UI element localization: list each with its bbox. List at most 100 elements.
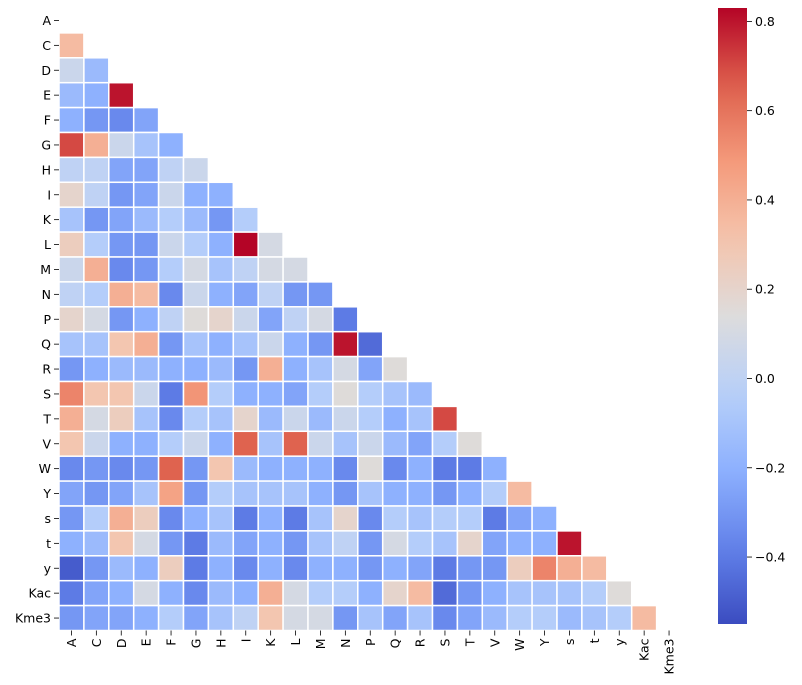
heatmap-cell-R-K [257,355,284,383]
heatmap-cell-H-F [157,156,185,184]
heatmap-cell-P-I [232,306,259,333]
heatmap-cell-S-A [58,380,85,408]
heatmap-cell-Kme3-I [232,604,259,632]
heatmap-cell-P-D [108,306,135,333]
heatmap-cell-Kac-M [307,579,334,607]
heatmap-cell-M-I [232,256,259,283]
heatmap-cell-L-A [58,231,85,258]
colorbar-tick-label: 0.8 [755,14,775,29]
x-tick-label-Y: Y [537,638,552,647]
heatmap-cell-y-G [182,555,210,582]
heatmap-cell-M-D [108,256,135,283]
x-tick-label-P: P [363,638,378,646]
heatmap-cell-C-A [58,32,85,59]
heatmap-cell-W-S [431,455,459,482]
x-tick-label-S: S [437,638,452,646]
heatmap-cell-I-D [108,181,135,208]
heatmap-cell-t-R [406,530,434,557]
heatmap-cell-R-H [207,355,235,383]
heatmap-cell-W-R [406,455,434,482]
y-tick-label-s: s [44,511,51,526]
heatmap-cell-Q-N [332,330,359,358]
heatmap-cell-S-H [207,380,235,408]
x-tick-label-L: L [288,638,303,645]
heatmap-cell-Kac-W [506,579,533,607]
heatmap-cell-Kac-N [332,579,359,607]
heatmap-cell-y-s [556,555,583,582]
heatmap-cell-Q-F [157,330,185,358]
x-tick-label-V: V [487,638,502,647]
heatmap-cell-Kac-G [182,579,210,607]
heatmap-cell-s-N [332,505,359,532]
heatmap-cell-H-E [132,156,160,184]
heatmap-cell-N-F [157,281,185,308]
heatmap-cell-t-W [506,530,533,557]
heatmap-cell-Y-N [332,480,359,507]
heatmap-cell-y-I [232,555,259,582]
heatmap-cell-T-D [108,405,135,433]
heatmap-cell-R-F [157,355,185,383]
heatmap-cell-Kme3-R [406,604,434,632]
heatmap-cell-F-E [132,106,160,134]
heatmap-cell-y-t [581,555,608,582]
x-tick-label-Q: Q [388,638,403,648]
heatmap-cell-s-D [108,505,135,532]
x-tick-label-A: A [64,638,79,647]
heatmap-cell-Y-A [58,480,85,507]
heatmap-cell-G-A [58,131,85,159]
heatmap-cell-y-P [357,555,384,582]
x-tick-label-y: y [612,638,627,646]
heatmap-cell-y-E [132,555,160,582]
heatmap-cell-S-E [132,380,160,408]
heatmap-cell-Kac-D [108,579,135,607]
heatmap-cell-Kac-y [606,579,633,607]
heatmap-cell-Kme3-N [332,604,359,632]
y-tick-label-T: T [42,411,51,426]
heatmap-cell-t-S [431,530,459,557]
heatmap-cell-V-K [257,430,284,457]
heatmap-cell-s-V [481,505,508,532]
heatmap-cell-Q-P [357,330,384,358]
y-tick-label-N: N [42,287,51,302]
x-tick-label-G: G [188,639,203,649]
heatmap-cell-P-L [282,306,309,333]
y-tick-label-G: G [41,137,51,152]
heatmap-cell-Kme3-V [481,604,508,632]
heatmap-cell-t-T [456,530,484,557]
heatmap-cell-W-E [132,455,160,482]
heatmap-cell-Kme3-P [357,604,384,632]
heatmap-cell-Y-F [157,480,185,507]
heatmap-cell-Kme3-H [207,604,235,632]
heatmap-cell-t-P [357,530,384,557]
heatmap-cell-Q-L [282,330,309,358]
heatmap-cell-s-R [406,505,434,532]
heatmap-cell-s-Q [381,505,409,532]
heatmap-cell-Kme3-L [282,604,309,632]
heatmap-cell-S-R [406,380,434,408]
x-tick-label-H: H [213,639,228,648]
heatmap-cell-M-K [257,256,284,283]
heatmap-cell-Y-D [108,480,135,507]
heatmap-cell-R-G [182,355,210,383]
heatmap-cell-N-A [58,281,85,308]
heatmap-cell-y-V [481,555,508,582]
heatmap-cell-W-C [83,455,110,482]
heatmap-cell-V-D [108,430,135,457]
heatmap-cell-t-M [307,530,334,557]
heatmap-cell-s-A [58,505,85,532]
heatmap-cell-s-S [431,505,459,532]
heatmap-cell-t-K [257,530,284,557]
heatmap-cell-W-I [232,455,259,482]
heatmap-cell-T-R [406,405,434,433]
heatmap-cell-M-E [132,256,160,283]
heatmap-cell-t-Y [531,530,558,557]
heatmap-cell-I-A [58,181,85,208]
heatmap-cell-K-C [83,206,110,233]
heatmap-cell-T-Q [381,405,409,433]
heatmap-cell-Y-P [357,480,384,507]
heatmap-cell-Kac-V [481,579,508,607]
heatmap-cell-V-A [58,430,85,457]
heatmap-cell-t-E [132,530,160,557]
heatmap-cell-Kme3-Q [381,604,409,632]
heatmap-cell-V-Q [381,430,409,457]
